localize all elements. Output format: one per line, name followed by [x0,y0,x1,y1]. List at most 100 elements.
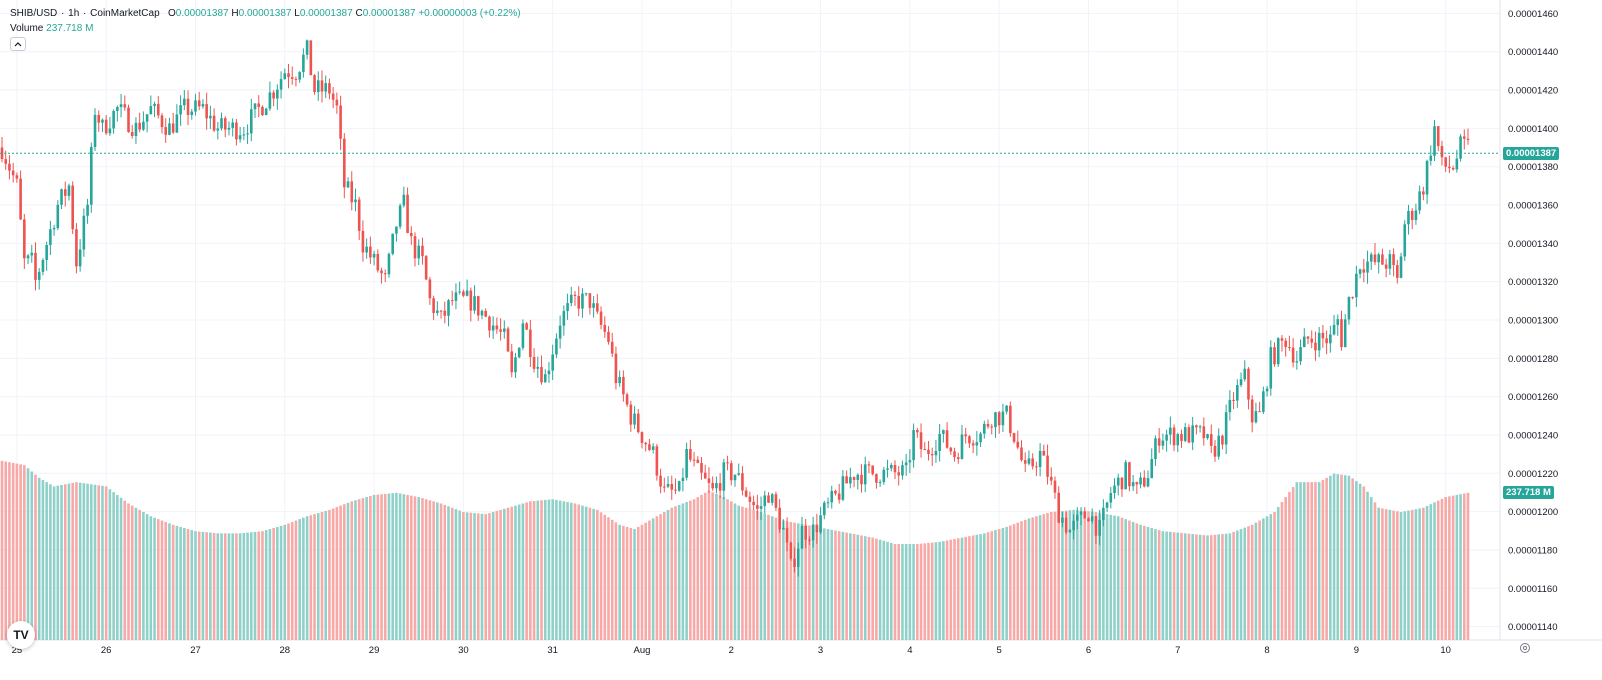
candle-down [689,448,692,460]
volume-bar [1243,527,1247,640]
volume-bar [1325,477,1328,640]
volume-bar [1198,534,1202,640]
volume-bar [324,510,328,640]
candle-up [175,114,179,133]
volume-bar [916,544,919,640]
candle-down [1362,269,1366,273]
volume-bar [756,510,759,640]
volume-bar [179,526,182,640]
candle-down [383,273,387,275]
volume-bar [1057,511,1061,640]
volume-bar [1462,493,1466,640]
candle-down [34,252,37,280]
x-tick-label: 30 [458,645,469,656]
volume-bar [1310,482,1314,640]
volume-bar [1232,531,1235,640]
candle-up [901,465,904,476]
x-tick-label: 10 [1440,645,1451,656]
candle-down [424,256,428,280]
volume-bar [1072,509,1075,640]
candle-down [156,103,160,116]
candle-down [331,93,335,100]
volume-bar [1440,498,1444,640]
volume-bar [1023,519,1027,640]
volume-bar [718,495,722,640]
candle-down [636,413,640,433]
candle-up [190,111,194,116]
candle-up [116,107,119,111]
volume-bar [432,501,435,640]
candle-down [335,99,339,106]
candle-down [1250,399,1254,423]
legend-collapse-button[interactable] [10,37,26,51]
volume-bar [1172,532,1176,640]
volume-bar [257,531,261,640]
candle-up [302,54,305,73]
candle-up [30,252,34,256]
legend-source: CoinMarketCap [90,8,160,19]
price-axis[interactable]: 0.00001140 0.00001160 0.00001180 0.00001200… [1508,9,1558,633]
candle-down [659,475,662,487]
volume-bar [130,505,134,640]
volume-bar [1392,510,1395,640]
candle-down [138,122,141,130]
candle-up [1254,411,1258,423]
volume-bar [919,543,923,640]
volume-bar [1336,474,1340,640]
volume-bar [1407,510,1410,640]
volume-bar [856,534,860,640]
volume-bar [997,529,1001,640]
volume-bar [476,513,480,640]
candle-down [655,446,659,476]
candle-up [249,109,253,134]
volume-bar [603,514,607,640]
candle-up [183,98,186,106]
candle-down [1135,482,1139,485]
volume-bar [316,513,320,640]
candle-down [212,115,216,131]
volume-bar [897,544,901,640]
time-axis[interactable]: 25 26 27 28 29 30 31 Aug 2 3 4 5 6 7 8 9 10 [12,645,1451,656]
gear-icon[interactable] [1519,642,1531,654]
candle-down [1221,435,1224,445]
candle-up [465,290,469,296]
candle-down [845,476,848,484]
volume-bar [1280,502,1284,640]
candle-down [1444,157,1447,167]
volume-bar [294,520,298,640]
candle-down [729,463,733,481]
candle-down [11,170,15,176]
volume-bar [759,512,763,640]
volume-bar [945,540,949,640]
volume-bar [964,536,967,640]
candle-down [1451,167,1455,170]
candle-down [1195,425,1198,428]
candle-up [1377,254,1381,263]
candle-down [164,127,168,135]
candle-up [1217,435,1221,457]
candle-down [622,376,625,395]
volume-bar [480,513,484,640]
tradingview-logo[interactable]: TV [7,621,35,649]
volume-bar [235,533,238,640]
volume-bar [246,532,249,640]
candle-down [837,493,841,500]
candle-down [711,482,714,489]
candle-up [1124,462,1127,490]
volume-bar [581,505,584,640]
candle-up [1429,155,1433,161]
candle-down [1083,511,1087,519]
x-tick-label: 3 [818,645,823,656]
volume-bar [1276,507,1280,640]
volume-bar [689,500,692,640]
x-tick-label: 27 [190,645,201,656]
y-tick-label: 0.00001180 [1508,545,1558,556]
candle-down [1057,492,1061,523]
candle-up [1150,459,1154,479]
candle-up [220,118,223,129]
candle-down [450,300,454,302]
volume-bar [1038,515,1042,640]
volume-bar [1213,534,1217,640]
volume-bar [1098,512,1101,640]
